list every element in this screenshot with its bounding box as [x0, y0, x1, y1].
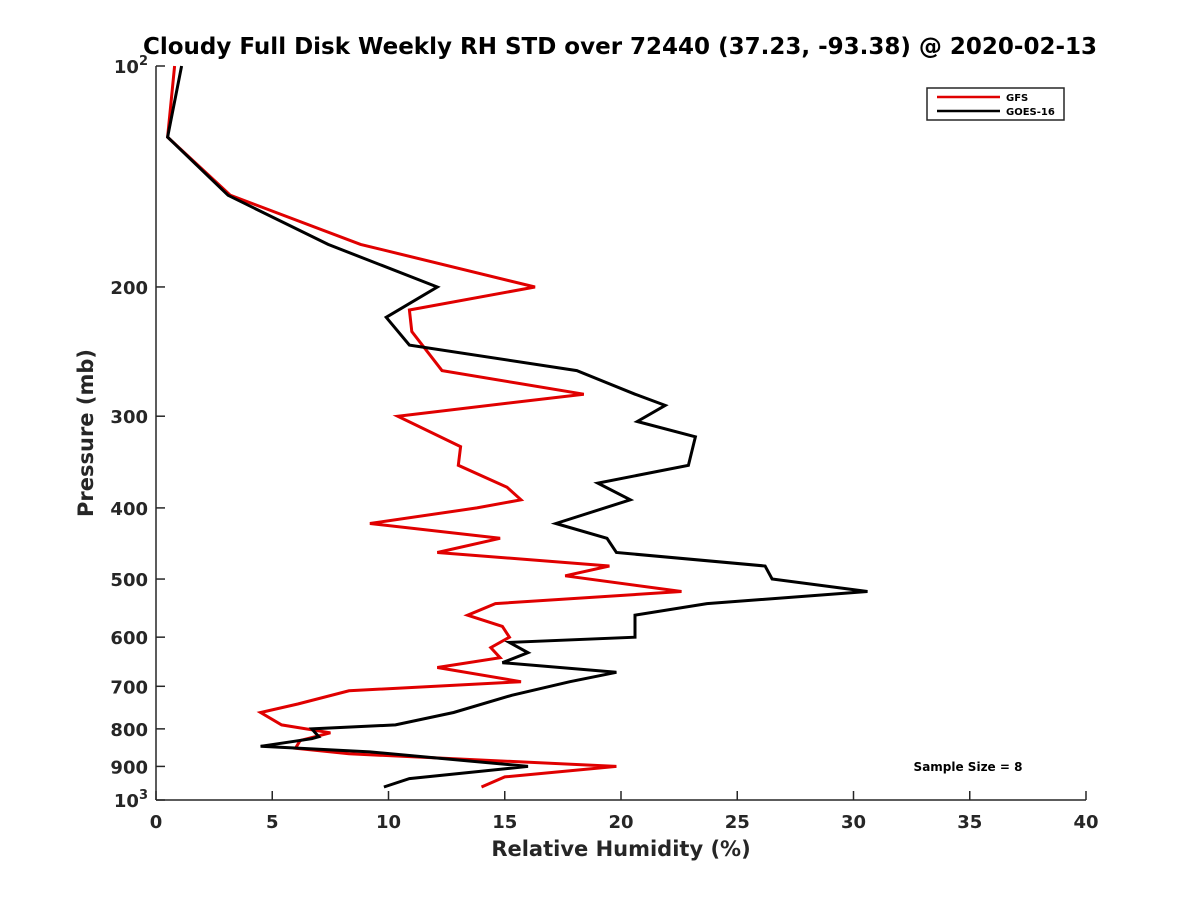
y-tick-label: 400 — [110, 499, 148, 520]
sample-size-annotation: Sample Size = 8 — [914, 760, 1023, 774]
x-tick-label: 40 — [1073, 812, 1098, 833]
y-axis-label: Pressure (mb) — [74, 349, 98, 517]
x-tick-label: 10 — [376, 812, 401, 833]
y-tick-label: 300 — [110, 407, 148, 428]
y-tick-label: 600 — [110, 628, 148, 649]
y-tick-label: 200 — [110, 278, 148, 299]
x-tick-label: 35 — [957, 812, 982, 833]
y-tick-label-base: 500 — [110, 570, 148, 591]
legend-box — [926, 87, 1065, 121]
y-tick-label: 103 — [114, 788, 148, 812]
y-tick-label-base: 600 — [110, 628, 148, 649]
y-tick-label: 500 — [110, 570, 148, 591]
series-layer — [165, 65, 868, 789]
x-tick-label: 5 — [266, 812, 279, 833]
x-tick-label: 25 — [725, 812, 750, 833]
y-tick-label: 900 — [110, 757, 148, 778]
legend: GFS GOES-16 — [926, 87, 1065, 121]
y-tick-label: 700 — [110, 677, 148, 698]
y-tick-label-exponent: 3 — [139, 788, 148, 803]
y-tick-label-base: 800 — [110, 720, 148, 741]
x-tick-label: 20 — [608, 812, 633, 833]
y-tick-label-exponent: 2 — [139, 54, 148, 69]
chart-title: Cloudy Full Disk Weekly RH STD over 7244… — [143, 34, 1097, 60]
x-axis-label: Relative Humidity (%) — [491, 837, 750, 861]
x-tick-label: 30 — [841, 812, 866, 833]
y-tick-label-base: 900 — [110, 757, 148, 778]
y-tick-label: 800 — [110, 720, 148, 741]
y-tick-label-base: 200 — [110, 278, 148, 299]
y-tick-label-base: 300 — [110, 407, 148, 428]
axes — [155, 66, 1086, 801]
x-tick-label: 0 — [150, 812, 163, 833]
y-tick-label-base: 400 — [110, 499, 148, 520]
series-line-goes-16 — [165, 65, 868, 789]
y-tick-label: 102 — [114, 54, 148, 78]
x-tick-label: 15 — [492, 812, 517, 833]
y-tick-label-base: 10 — [114, 791, 139, 812]
x-ticks: 0 5 10 15 20 25 30 35 40 — [150, 791, 1099, 833]
y-tick-label-base: 700 — [110, 677, 148, 698]
legend-label-goes-16: GOES-16 — [1006, 107, 1055, 118]
legend-label-gfs: GFS — [1006, 93, 1028, 104]
series-line-gfs — [166, 65, 682, 789]
y-tick-label-base: 10 — [114, 57, 139, 78]
